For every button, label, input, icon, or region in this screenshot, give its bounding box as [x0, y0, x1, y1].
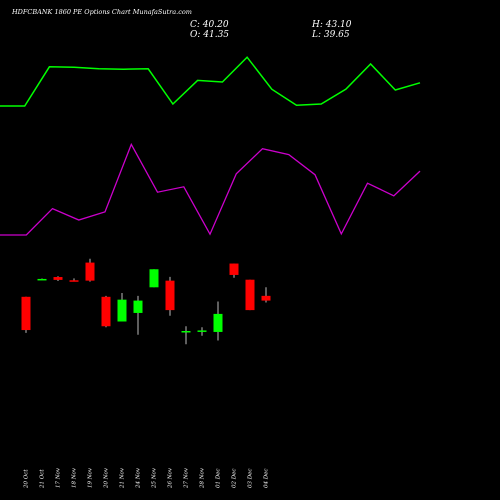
x-tick-label: 24 Nov: [136, 467, 142, 489]
candle: [69, 278, 79, 282]
candle-body: [213, 313, 223, 332]
low-value: L: 39.65: [312, 30, 350, 40]
candle-body: [21, 296, 31, 331]
x-tick-label: 01 Dec: [216, 469, 222, 489]
candle-body: [261, 295, 271, 301]
candle: [229, 263, 239, 278]
candle-body: [165, 280, 175, 311]
candle-body: [101, 296, 111, 327]
candle: [85, 258, 95, 282]
candle-body: [181, 331, 191, 333]
candle: [117, 293, 127, 322]
candle-body: [117, 299, 127, 322]
candle: [53, 276, 63, 282]
x-tick-label: 26 Nov: [168, 467, 174, 489]
candle: [101, 295, 111, 328]
candle: [213, 301, 223, 341]
x-tick-label: 28 Nov: [200, 467, 206, 489]
candle-body: [53, 277, 63, 280]
candle-body: [229, 263, 239, 275]
purple-series-line: [0, 142, 421, 236]
close-value: C: 40.20: [190, 20, 229, 30]
green-line-panel: [0, 56, 421, 107]
x-tick-label: 03 Dec: [248, 469, 254, 489]
purple-line-panel: [0, 142, 421, 236]
candle: [149, 269, 159, 288]
candle: [133, 295, 143, 335]
x-tick-label: 20 Nov: [104, 467, 110, 489]
candle: [261, 287, 271, 303]
x-tick-label: 18 Nov: [72, 467, 78, 488]
candle-body: [149, 269, 159, 288]
x-axis-labels: 20 Oct 21 Oct 17 Nov 18 Nov 19 Nov 20 Nov 21 N…: [24, 467, 270, 489]
high-value: H: 43.10: [312, 20, 352, 30]
open-value: O: 41.35: [190, 30, 230, 40]
chart-title: HDFCBANK 1860 PE Options Chart MunafaSut…: [12, 8, 192, 16]
candle-body: [85, 262, 95, 281]
candle: [197, 327, 207, 336]
candle-body: [37, 278, 47, 281]
candle-body: [133, 300, 143, 313]
x-tick-label: 20 Oct: [24, 469, 30, 489]
x-tick-label: 19 Nov: [88, 467, 94, 488]
candle: [245, 279, 255, 311]
candle: [21, 296, 31, 333]
x-tick-label: 04 Dec: [264, 469, 270, 489]
x-tick-label: 27 Nov: [184, 467, 190, 489]
candle: [181, 326, 191, 345]
x-tick-label: 21 Oct: [40, 469, 46, 489]
green-series-line: [0, 56, 421, 107]
x-tick-label: 25 Nov: [152, 467, 158, 489]
x-tick-label: 17 Nov: [56, 467, 62, 488]
candle: [165, 276, 175, 316]
x-tick-label: 02 Dec: [232, 469, 238, 489]
candle-panel: [21, 258, 271, 345]
candle-body: [245, 279, 255, 311]
candle-body: [69, 280, 79, 282]
candle-body: [197, 330, 207, 332]
x-tick-label: 21 Nov: [120, 467, 126, 489]
candle: [37, 278, 47, 281]
